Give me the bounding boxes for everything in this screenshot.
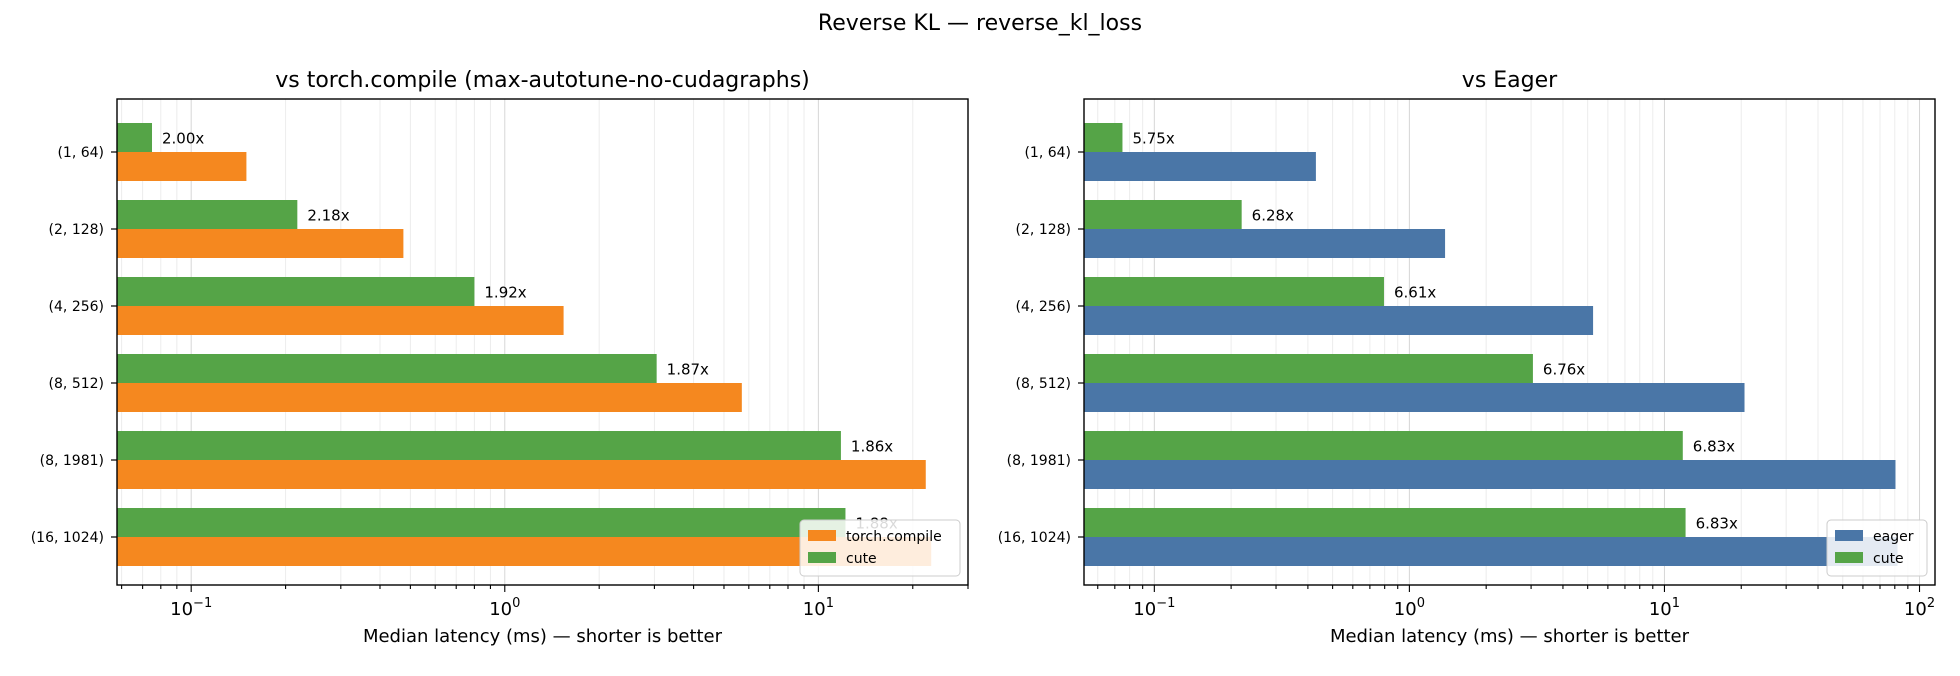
legend-label: cute	[1873, 551, 1904, 567]
bar-cute-5	[117, 431, 841, 460]
bar-cute-6	[117, 508, 846, 537]
legend-box	[799, 519, 961, 577]
y-tick-label: (8, 1981)	[1007, 453, 1071, 469]
x-tick-exponent: 1	[1672, 596, 1680, 611]
bar-cute-2	[1084, 200, 1242, 229]
speedup-label: 5.75x	[1132, 130, 1174, 148]
x-tick-label: 101	[803, 596, 834, 620]
x-tick-exponent: −1	[193, 596, 212, 611]
y-tick-label: (2, 128)	[1016, 222, 1071, 238]
x-tick-base: 10	[803, 599, 826, 620]
legend: eager cute	[1826, 519, 1928, 577]
axes-frame	[1083, 98, 1936, 586]
speedup-label: 1.92x	[484, 284, 526, 302]
speedup-label: 6.76x	[1543, 361, 1585, 379]
x-tick-label: 10−1	[1133, 596, 1175, 620]
bar-cute-4	[1084, 354, 1533, 383]
x-tick-base: 10	[170, 599, 193, 620]
legend-swatch	[808, 552, 836, 563]
y-tick-label: (16, 1024)	[31, 530, 104, 546]
bar-torch-compile-2	[117, 229, 404, 258]
figure-suptitle: Reverse KL — reverse_kl_loss	[818, 11, 1142, 36]
y-tick-label: (1, 64)	[57, 145, 104, 161]
speedup-label: 1.87x	[667, 361, 709, 379]
bar-torch-compile-5	[117, 460, 926, 489]
x-tick-label: 101	[1649, 596, 1680, 620]
x-tick-base: 10	[1904, 599, 1927, 620]
bar-eager-3	[1084, 306, 1594, 335]
axes-frame	[116, 98, 969, 586]
legend-label: cute	[846, 551, 877, 567]
x-tick-exponent: 0	[1417, 596, 1425, 611]
x-tick-exponent: 2	[1927, 596, 1935, 611]
bar-cute-2	[117, 200, 298, 229]
speedup-label: 2.18x	[307, 207, 349, 225]
x-tick-base: 10	[489, 599, 512, 620]
y-tick-label: (8, 1981)	[40, 453, 104, 469]
x-tick-label: 10−1	[170, 596, 212, 620]
bar-torch-compile-1	[117, 152, 247, 181]
x-tick-exponent: 1	[826, 596, 834, 611]
bar-cute-3	[117, 277, 475, 306]
x-tick-base: 10	[1649, 599, 1672, 620]
chart-panel-1: 2.00x (1, 64) 2.18x (2, 128) 1.92x (4, 256) 1.…	[31, 68, 969, 647]
y-tick-label: (4, 256)	[49, 299, 104, 315]
y-tick-label: (16, 1024)	[998, 530, 1071, 546]
y-tick-label: (2, 128)	[49, 222, 104, 238]
x-tick-label: 100	[1394, 596, 1425, 620]
y-tick-label: (1, 64)	[1024, 145, 1071, 161]
x-tick-exponent: −1	[1156, 596, 1175, 611]
x-tick-base: 10	[1133, 599, 1156, 620]
y-tick-label: (8, 512)	[49, 376, 104, 392]
bar-eager-2	[1084, 229, 1446, 258]
bar-eager-6	[1084, 537, 1898, 566]
x-axis-label: Median latency (ms) — shorter is better	[363, 626, 723, 647]
legend-swatch	[1835, 530, 1863, 541]
bar-cute-3	[1084, 277, 1384, 306]
panel-title: vs torch.compile (max-autotune-no-cudagr…	[275, 68, 810, 93]
speedup-label: 6.83x	[1693, 438, 1735, 456]
legend-label: eager	[1873, 529, 1914, 545]
speedup-label: 6.28x	[1252, 207, 1294, 225]
speedup-label: 1.86x	[851, 438, 893, 456]
speedup-label: 6.83x	[1696, 515, 1738, 533]
y-tick-label: (4, 256)	[1016, 299, 1071, 315]
bar-eager-4	[1084, 383, 1745, 412]
bar-cute-5	[1084, 431, 1683, 460]
bar-eager-5	[1084, 460, 1896, 489]
speedup-label: 2.00x	[162, 130, 204, 148]
legend-label: torch.compile	[846, 529, 942, 545]
bar-cute-6	[1084, 508, 1686, 537]
bar-torch-compile-6	[117, 537, 932, 566]
x-tick-label: 102	[1904, 596, 1935, 620]
bar-torch-compile-3	[117, 306, 564, 335]
bar-cute-1	[1084, 123, 1123, 152]
chart-panel-2: 5.75x (1, 64) 6.28x (2, 128) 6.61x (4, 256) 6.…	[998, 68, 1936, 647]
bar-cute-1	[117, 123, 153, 152]
legend: torch.compile cute	[799, 519, 961, 577]
x-tick-label: 100	[489, 596, 520, 620]
x-axis-label: Median latency (ms) — shorter is better	[1330, 626, 1690, 647]
panel-title: vs Eager	[1462, 68, 1558, 93]
bar-cute-4	[117, 354, 657, 383]
y-tick-label: (8, 512)	[1016, 376, 1071, 392]
bar-torch-compile-4	[117, 383, 742, 412]
x-tick-exponent: 0	[512, 596, 520, 611]
x-tick-base: 10	[1394, 599, 1417, 620]
speedup-label: 6.61x	[1394, 284, 1436, 302]
bar-eager-1	[1084, 152, 1316, 181]
legend-swatch	[808, 530, 836, 541]
legend-swatch	[1835, 552, 1863, 563]
